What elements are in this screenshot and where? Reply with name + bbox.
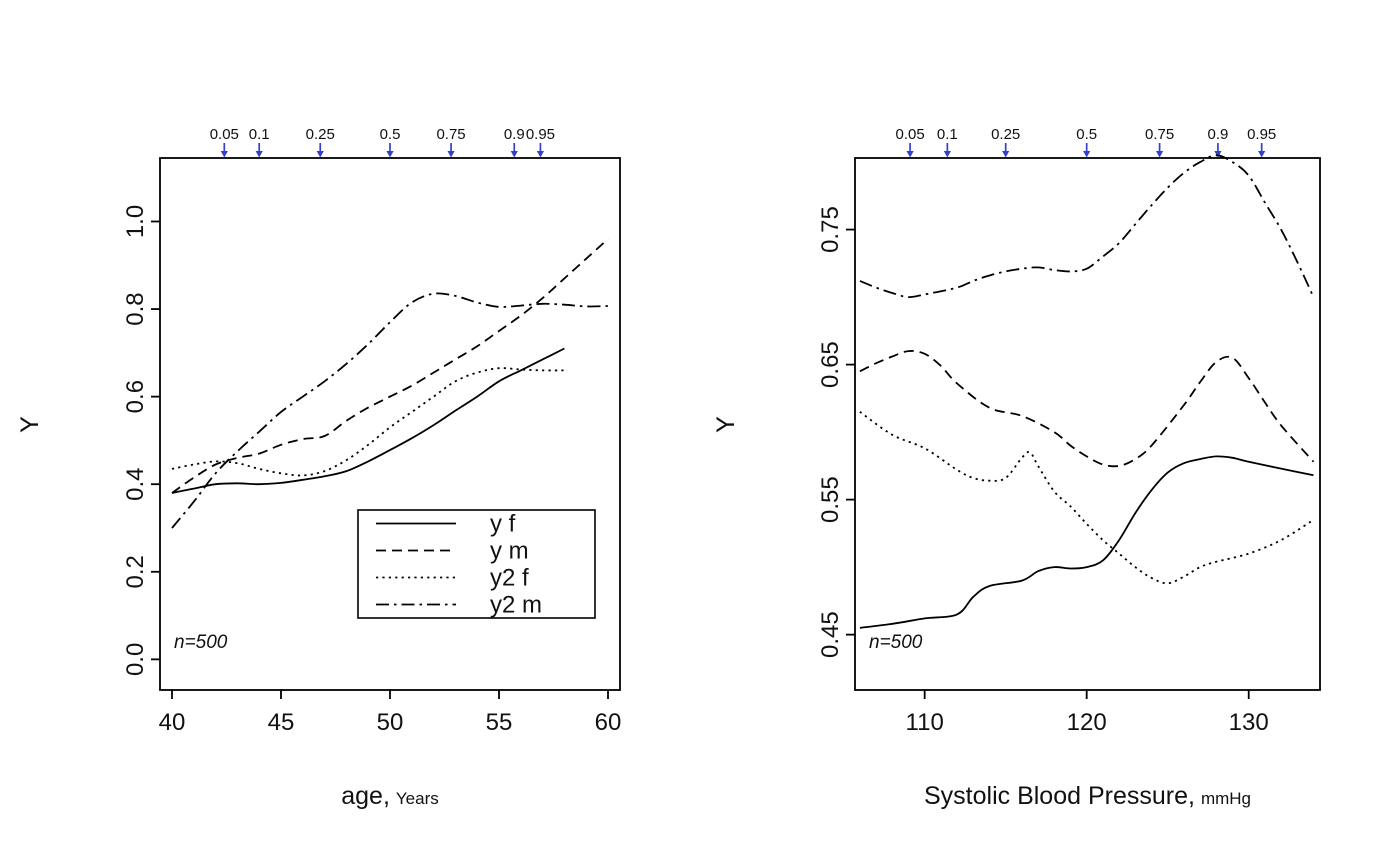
quantile-arrow-head-icon [906,151,914,158]
quantile-arrow-label: 0.75 [1145,126,1174,143]
quantile-arrow-label: 0.95 [526,126,555,143]
legend-label: y2 m [490,592,542,619]
y-tick-label: 0.55 [817,476,844,523]
x-tick-label: 110 [906,709,944,736]
quantile-arrow-head-icon [1083,151,1091,158]
x-tick-label: 40 [159,709,186,736]
legend-label: y2 f [490,565,529,592]
quantile-arrow-label: 0.05 [895,126,924,143]
series-y-m [859,350,1315,468]
quantile-arrow-head-icon [510,151,518,158]
x-tick-label: 120 [1067,709,1107,736]
series-y-m [171,238,609,494]
quantile-arrow-head-icon [536,151,545,158]
quantile-arrow-head-icon [316,151,324,158]
quantile-arrow-label: 0.95 [1247,126,1276,143]
sample-size-annotation-right: n=500 [869,632,923,653]
x-tick-label: 60 [595,709,622,736]
quantile-arrow-head-icon [1258,151,1266,158]
quantile-arrow-label: 0.25 [991,126,1020,143]
y-tick-label: 0.4 [122,468,149,501]
x-axis-title-sbp: Systolic Blood Pressure, mmHg [855,782,1320,811]
sample-size-annotation-left: n=500 [174,632,228,653]
legend-box [357,509,596,619]
y-tick-label: 0.8 [122,292,149,325]
quantile-arrow-label: 0.05 [210,126,239,143]
series-y-f [171,347,565,494]
y-tick-label: 0.0 [122,643,149,676]
x-tick-label: 50 [377,709,404,736]
quantile-arrow-label: 0.9 [504,126,525,143]
quantile-arrow-head-icon [1002,151,1010,158]
x-axis-title-age: age, Years [160,782,620,811]
chart-age: 40 45 50 55 60 0.0 0.2 0.4 0.6 0.8 1.0 0.05 0.1 0.25 0… [122,126,621,736]
x-axis-title-sbp-unit: mmHg [1200,789,1251,808]
x-axis-title-age-main: age, [341,782,390,810]
y-tick-label: 0.65 [817,341,844,388]
quantile-arrow-label: 0.75 [436,126,465,143]
y-tick-label: 0.45 [817,611,844,658]
plot-box [854,157,1321,691]
quantile-arrow-head-icon [1214,151,1222,158]
quantile-arrow-head-icon [943,151,951,158]
y-axis-title-right: Y [711,416,740,433]
quantile-arrow-label: 0.25 [306,126,335,143]
y-axis-title-left: Y [15,416,44,433]
quantile-arrow-label: 0.1 [249,126,270,143]
quantile-arrow-head-icon [220,151,228,158]
x-tick-label: 55 [486,709,513,736]
quantile-arrow-head-icon [1155,151,1164,158]
series-y-f [859,455,1314,629]
x-tick-label: 130 [1229,709,1269,736]
quantile-arrow-label: 0.9 [1207,126,1228,143]
y-tick-label: 1.0 [122,205,149,238]
chart-sbp: 110 120 130 0.45 0.55 0.65 0.75 0.05 0.1 0.25 0.5 0… [817,126,1321,736]
quantile-arrow-label: 0.5 [1076,126,1097,143]
x-tick-label: 45 [268,709,295,736]
quantile-arrow-head-icon [386,151,394,158]
y-tick-label: 0.2 [122,555,149,588]
series-y2-f [171,367,565,477]
legend-label: y f [490,511,516,538]
series-y2-m [859,154,1315,299]
series-y2-m [171,292,609,529]
y-tick-label: 0.6 [122,380,149,413]
legend-label: y m [490,538,529,565]
x-axis-title-sbp-main: Systolic Blood Pressure, [923,782,1195,810]
quantile-arrow-label: 0.5 [380,126,401,143]
quantile-arrow-head-icon [255,151,263,158]
quantile-arrow-label: 0.1 [937,126,958,143]
x-axis-title-age-unit: Years [395,789,439,808]
y-tick-label: 0.75 [817,206,844,253]
quantile-arrow-head-icon [447,151,455,158]
series-y2-f [859,411,1314,585]
